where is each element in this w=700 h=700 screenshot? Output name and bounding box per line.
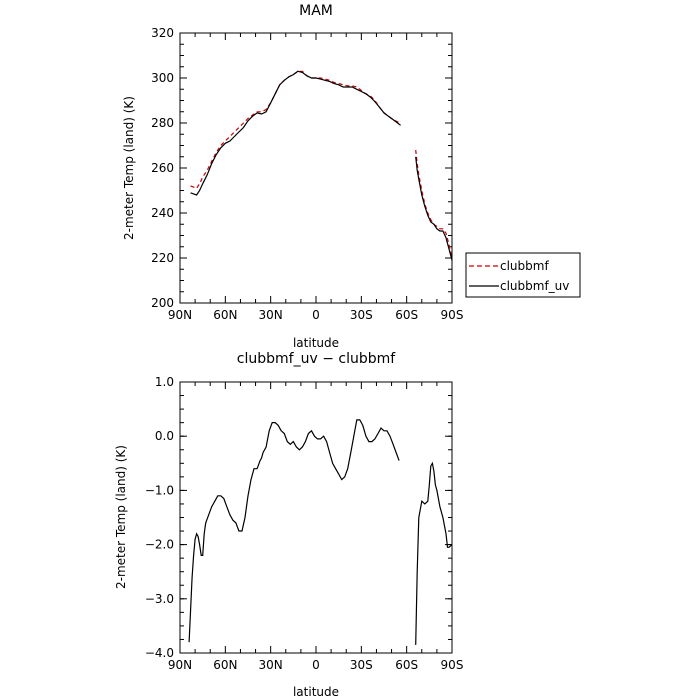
top-axis-ticks: 90N 60N 30N 0 30S 60S 90S 200 220 240 260 280 300 320 (151, 26, 463, 322)
x-tick-label: 90N (168, 658, 192, 672)
y-tick-label: 280 (151, 116, 174, 130)
bottom-x-axis-label: latitude (293, 685, 339, 699)
series-line-difference (188, 419, 400, 643)
y-tick-label: 200 (151, 296, 174, 310)
x-tick-label: 60S (395, 658, 418, 672)
bottom-y-axis-label: 2-meter Temp (land) (K) (114, 445, 128, 589)
series-line-clubbmf (415, 149, 453, 259)
bottom-plot-frame (179, 381, 453, 654)
legend-frame (465, 252, 581, 298)
bottom-panel: clubbmf_uv − clubbmf 2-meter Temp (land)… (114, 351, 463, 699)
x-tick-label: 90N (168, 308, 192, 322)
series-line-clubbmf (190, 70, 401, 190)
x-tick-label: 90S (441, 658, 464, 672)
series-line-clubbmf-uv (190, 70, 401, 196)
legend-label-clubbmf-uv: clubbmf_uv (500, 279, 569, 293)
x-tick-label: 30S (350, 308, 373, 322)
top-plot-frame (179, 32, 453, 304)
top-x-axis-label: latitude (293, 336, 339, 350)
bottom-chart-title: clubbmf_uv − clubbmf (237, 351, 396, 367)
x-tick-label: 30N (259, 308, 283, 322)
x-tick-label: 30S (350, 658, 373, 672)
y-tick-label: 0.0 (155, 429, 174, 443)
x-tick-label: 60N (213, 658, 237, 672)
top-panel: MAM 2-meter Temp (land) (K) latitude 90N… (122, 3, 463, 350)
series-line-difference (415, 461, 453, 645)
y-tick-label: 1.0 (155, 375, 174, 389)
x-tick-label: 0 (312, 658, 320, 672)
top-data-lines (190, 70, 453, 261)
y-tick-label: −4.0 (145, 646, 174, 660)
y-tick-label: 320 (151, 26, 174, 40)
y-tick-label: 260 (151, 161, 174, 175)
legend-label-clubbmf: clubbmf (500, 259, 549, 273)
y-tick-label: −1.0 (145, 483, 174, 497)
y-tick-label: 220 (151, 251, 174, 265)
top-chart-title: MAM (299, 3, 333, 19)
top-y-axis-label: 2-meter Temp (land) (K) (122, 96, 136, 240)
y-tick-label: −3.0 (145, 592, 174, 606)
x-tick-label: 90S (441, 308, 464, 322)
y-tick-label: 300 (151, 71, 174, 85)
bottom-data-lines (188, 419, 453, 645)
series-line-clubbmf-uv (415, 156, 453, 261)
bottom-axis-ticks: 90N 60N 30N 0 30S 60S 90S −4.0 −3.0 −2.0 −1.0 0.0 1.… (145, 375, 464, 672)
legend: clubbmf clubbmf_uv (465, 252, 581, 298)
x-tick-label: 0 (312, 308, 320, 322)
x-tick-label: 30N (259, 658, 283, 672)
x-tick-label: 60N (213, 308, 237, 322)
y-tick-label: 240 (151, 206, 174, 220)
x-tick-label: 60S (395, 308, 418, 322)
y-tick-label: −2.0 (145, 538, 174, 552)
